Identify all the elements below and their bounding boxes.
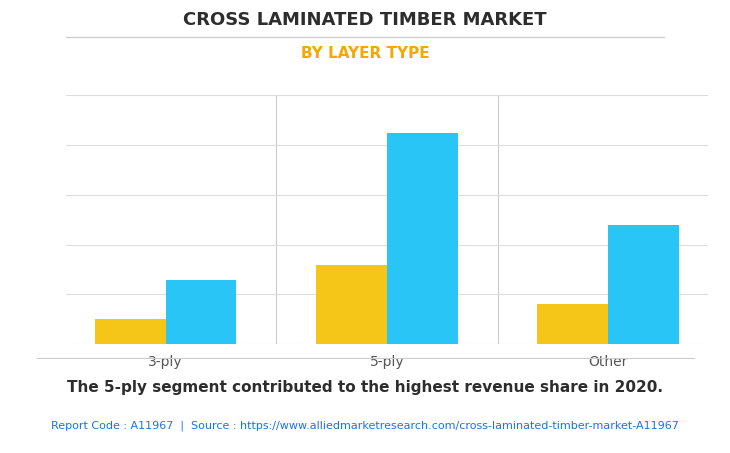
Bar <box>608 225 679 344</box>
Text: Report Code : A11967  |  Source : https://www.alliedmarketresearch.com/cross-lam: Report Code : A11967 | Source : https://… <box>51 420 679 431</box>
Bar <box>95 319 166 344</box>
Bar <box>387 132 458 344</box>
Text: BY LAYER TYPE: BY LAYER TYPE <box>301 46 429 61</box>
Bar <box>166 280 237 344</box>
Bar <box>316 265 387 344</box>
Text: CROSS LAMINATED TIMBER MARKET: CROSS LAMINATED TIMBER MARKET <box>183 11 547 29</box>
Bar <box>537 304 608 344</box>
Text: The 5-ply segment contributed to the highest revenue share in 2020.: The 5-ply segment contributed to the hig… <box>67 380 663 395</box>
